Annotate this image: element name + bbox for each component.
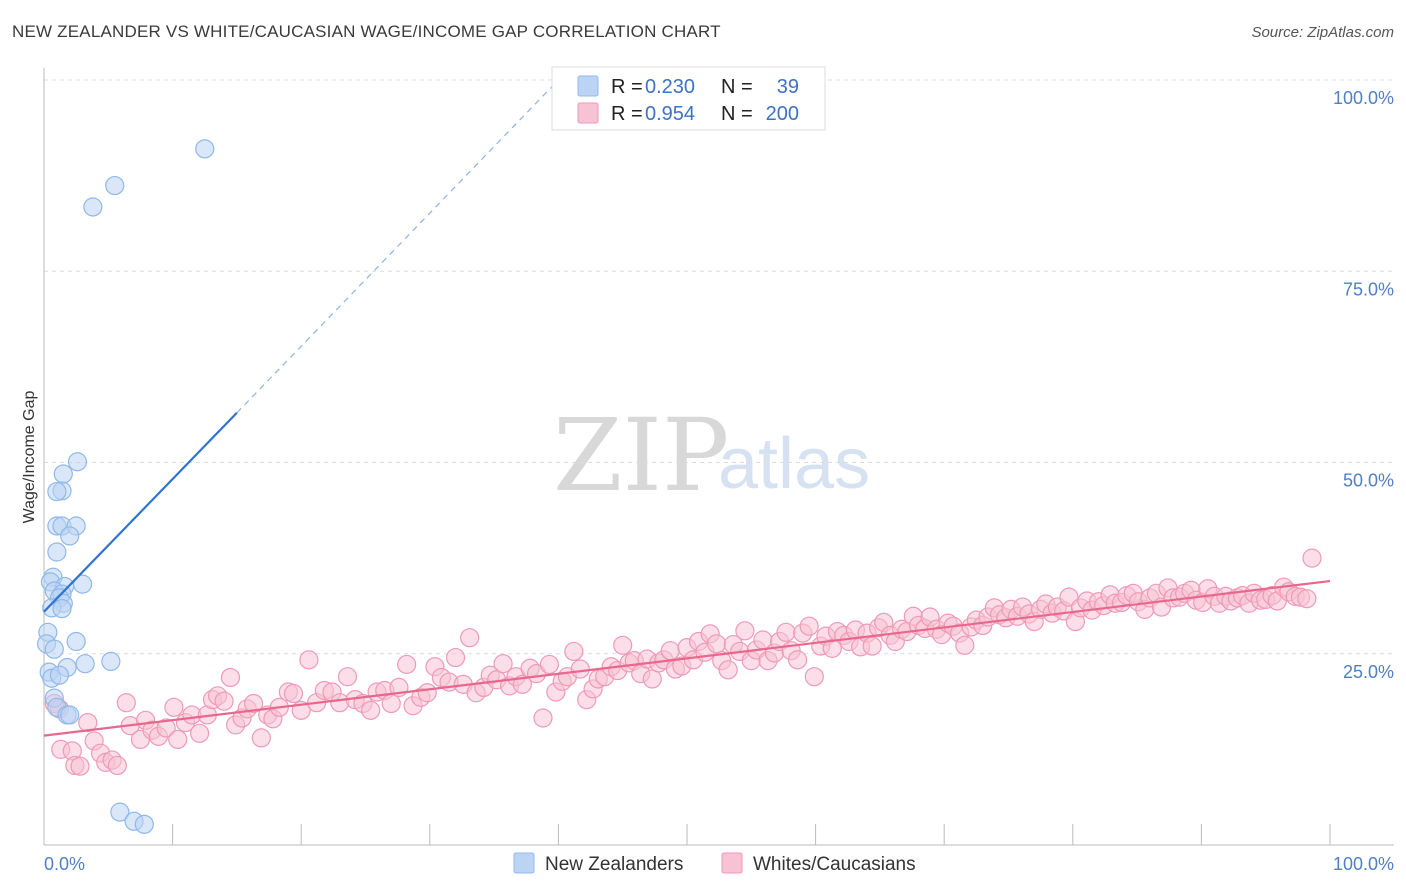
watermark-zip: ZIP <box>553 397 729 514</box>
nz-point-1 <box>105 175 125 196</box>
white-point-56 <box>417 683 437 703</box>
white-point-38 <box>283 683 304 704</box>
nz-point-15 <box>72 574 93 594</box>
white-point-119 <box>804 667 824 687</box>
white-point-91 <box>642 669 662 689</box>
gridlines <box>44 79 1394 655</box>
y-tick-label-50: 50.0% <box>1343 471 1394 491</box>
white-point-33 <box>251 728 271 748</box>
white-point-51 <box>381 693 401 714</box>
white-point-53 <box>397 654 417 675</box>
nz-point-35 <box>60 705 80 725</box>
nz-point-31 <box>49 665 70 685</box>
legend-swatch-new-zealanders <box>513 852 535 874</box>
nz-point-10 <box>60 526 80 546</box>
y-tick-labels: 25.0% 50.0% 75.0% 100.0% <box>1333 88 1394 682</box>
white-point-102 <box>706 634 727 654</box>
white-point-23 <box>190 723 210 743</box>
y-axis-label: Wage/Income Gap <box>21 391 38 524</box>
white-point-74 <box>539 654 559 675</box>
nz-point-25 <box>44 639 64 659</box>
white-point-5 <box>70 756 90 776</box>
x-tick-label-left: 0.0% <box>44 854 85 874</box>
nz-point-38 <box>134 814 154 834</box>
trend-lines <box>43 79 1331 737</box>
series-legend: New Zealanders Whites/Caucasians <box>513 852 916 875</box>
white-point-67 <box>493 654 513 674</box>
source-credit: Source: ZipAtlas.com <box>1251 24 1394 41</box>
white-trend-line <box>43 579 1331 737</box>
white-point-27 <box>214 691 234 711</box>
legend-r-value-2: 0.954 <box>645 103 695 125</box>
watermark: ZIP atlas <box>553 397 870 514</box>
white-point-19 <box>164 697 184 717</box>
white-point-12 <box>116 693 136 713</box>
white-point-18 <box>156 718 176 738</box>
nz-trend-extension <box>236 79 559 414</box>
legend-n-value-2: 200 <box>766 103 799 125</box>
legend-n-label-1: N = <box>721 76 753 98</box>
legend-n-label-2: N = <box>721 103 753 125</box>
legend-r-label-1: R = <box>611 76 643 98</box>
white-point-118 <box>799 616 819 636</box>
series-new-zealanders <box>36 139 215 834</box>
watermark-atlas: atlas <box>718 424 870 504</box>
series-whites-caucasians <box>44 548 1322 776</box>
nz-point-2 <box>83 197 103 217</box>
white-point-60 <box>445 647 466 668</box>
white-point-70 <box>512 674 532 694</box>
legend-r-label-2: R = <box>611 103 643 125</box>
nz-point-28 <box>101 651 121 672</box>
x-tick-label-right: 100.0% <box>1333 854 1394 874</box>
legend-swatch-blue <box>577 75 599 97</box>
nz-point-21 <box>52 599 72 619</box>
legend-n-value-1: 39 <box>777 76 799 98</box>
legend-label-new-zealanders: New Zealanders <box>545 854 683 875</box>
chart-title: NEW ZEALANDER VS WHITE/CAUCASIAN WAGE/IN… <box>12 22 721 41</box>
y-tick-label-25: 25.0% <box>1343 662 1394 682</box>
legend-r-value-1: 0.230 <box>645 76 695 98</box>
nz-point-24 <box>66 631 86 652</box>
nz-point-3 <box>67 452 88 472</box>
white-point-28 <box>220 667 241 688</box>
white-point-79 <box>570 659 590 679</box>
white-point-86 <box>613 635 633 655</box>
white-point-204 <box>1297 589 1317 609</box>
nz-point-36 <box>110 802 130 822</box>
x-axis-ticks <box>172 824 1331 845</box>
white-point-104 <box>718 660 738 680</box>
nz-point-11 <box>47 542 67 562</box>
nz-point-6 <box>53 464 73 484</box>
white-point-205 <box>1302 548 1322 568</box>
white-point-107 <box>735 621 755 641</box>
nz-point-5 <box>47 481 67 502</box>
legend-swatch-pink <box>577 102 599 124</box>
white-point-48 <box>361 700 381 720</box>
y-tick-label-100: 100.0% <box>1333 88 1394 108</box>
white-point-20 <box>168 729 188 750</box>
legend-swatch-whites-caucasians <box>721 852 743 874</box>
white-point-145 <box>955 635 975 655</box>
white-point-32 <box>244 693 264 714</box>
nz-point-26 <box>75 654 95 674</box>
white-point-78 <box>564 641 584 662</box>
nz-trend-line <box>43 412 238 613</box>
white-point-62 <box>460 628 480 648</box>
white-point-114 <box>776 622 796 642</box>
white-point-6 <box>78 712 98 733</box>
white-point-129 <box>862 636 882 656</box>
white-point-40 <box>299 650 319 670</box>
correlation-legend: R = 0.230 N = 39 R = 0.954 N = 200 <box>551 66 826 131</box>
nz-point-0 <box>195 139 215 159</box>
y-tick-label-75: 75.0% <box>1343 279 1394 299</box>
white-point-73 <box>533 708 553 728</box>
white-point-44 <box>330 693 350 713</box>
white-point-116 <box>787 650 808 670</box>
white-point-94 <box>660 641 680 661</box>
white-point-45 <box>337 667 358 687</box>
white-point-11 <box>107 755 127 776</box>
legend-label-whites-caucasians: Whites/Caucasians <box>753 854 916 875</box>
